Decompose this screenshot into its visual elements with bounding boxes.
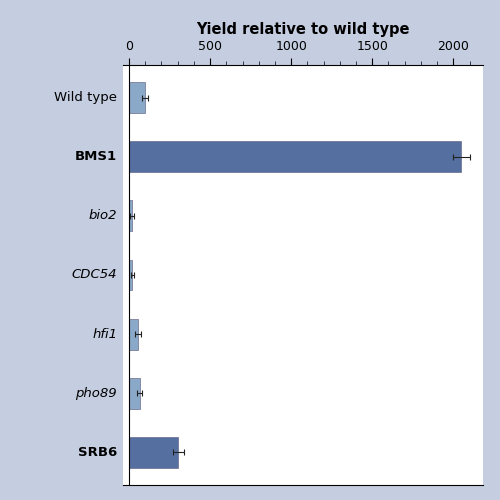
Title: Yield relative to wild type: Yield relative to wild type — [196, 22, 409, 38]
Text: Wild type: Wild type — [54, 91, 117, 104]
Text: SRB6: SRB6 — [78, 446, 117, 459]
Bar — [129, 142, 462, 172]
Bar — [129, 200, 132, 231]
Text: BMS1: BMS1 — [75, 150, 117, 163]
Bar — [129, 260, 132, 290]
Bar — [129, 82, 145, 113]
Bar — [129, 319, 138, 350]
Text: hfi1: hfi1 — [92, 328, 117, 340]
Bar — [129, 378, 140, 408]
Text: CDC54: CDC54 — [72, 268, 117, 281]
Text: bio2: bio2 — [88, 210, 117, 222]
Text: pho89: pho89 — [76, 387, 117, 400]
Bar — [129, 437, 178, 468]
